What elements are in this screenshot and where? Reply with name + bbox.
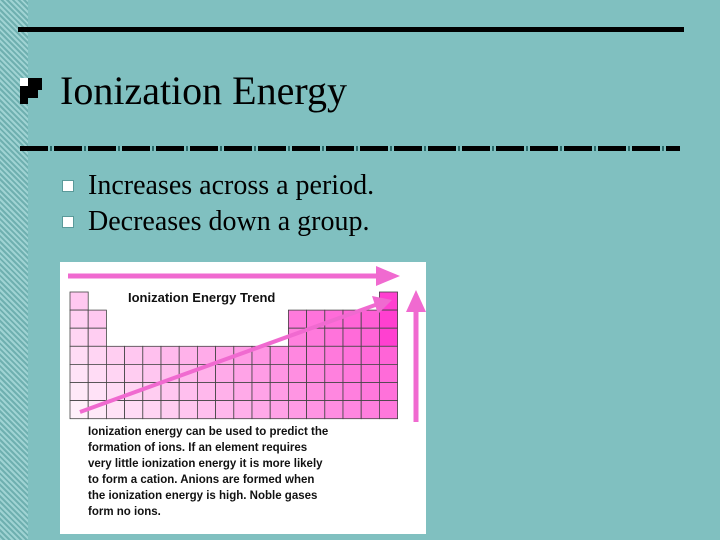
element-cell — [342, 382, 362, 402]
bullet-text: Decreases down a group. — [88, 206, 370, 237]
element-cell — [215, 400, 235, 420]
element-cell — [106, 364, 126, 383]
element-cell — [69, 345, 89, 365]
element-cell — [360, 345, 380, 365]
bullet-item: Increases across a period. — [60, 168, 374, 204]
element-cell — [269, 345, 289, 365]
element-cell — [178, 345, 198, 365]
element-cell — [324, 382, 344, 402]
element-cell — [378, 345, 398, 365]
caption-line: to form a cation. Anions are formed when — [88, 474, 315, 486]
element-cell — [69, 291, 89, 311]
element-cell — [306, 382, 326, 402]
element-cell — [378, 382, 398, 402]
element-cell — [196, 382, 216, 402]
element-cell — [251, 400, 271, 420]
element-cell — [360, 364, 380, 383]
element-cell — [342, 364, 362, 383]
element-cell — [269, 382, 289, 402]
element-cell — [178, 382, 198, 402]
element-cell — [306, 400, 326, 420]
bullet-text: Increases across a period. — [88, 170, 375, 201]
trend-arrowhead-icon — [406, 290, 426, 312]
element-cell — [360, 382, 380, 402]
element-cell — [69, 309, 89, 329]
element-cell — [87, 364, 107, 383]
caption-line: the ionization energy is high. Noble gas… — [88, 490, 318, 502]
element-cell — [69, 327, 89, 347]
element-cell — [360, 400, 380, 420]
element-cell — [233, 364, 253, 383]
element-cell — [342, 327, 362, 347]
element-cell — [378, 400, 398, 420]
trend-arrow-line — [79, 302, 379, 414]
element-cell — [287, 364, 307, 383]
element-cell — [233, 400, 253, 420]
element-cell — [360, 309, 380, 329]
title-bullet-icon — [20, 78, 42, 104]
top-rule — [18, 27, 684, 32]
element-cell — [124, 400, 144, 420]
element-cell — [215, 364, 235, 383]
slide-title: Ionization Energy — [60, 68, 347, 113]
element-cell — [160, 400, 180, 420]
element-cell — [324, 364, 344, 383]
element-cell — [142, 345, 162, 365]
bullet-item: Decreases down a group. — [60, 204, 374, 240]
element-cell — [342, 400, 362, 420]
element-cell — [178, 400, 198, 420]
element-cell — [87, 382, 107, 402]
element-cell — [287, 345, 307, 365]
element-cell — [378, 327, 398, 347]
element-cell — [324, 400, 344, 420]
element-cell — [124, 364, 144, 383]
element-cell — [287, 309, 307, 329]
element-cell — [360, 327, 380, 347]
element-cell — [196, 400, 216, 420]
trend-arrowhead-icon — [372, 296, 392, 314]
figure-title: Ionization Energy Trend — [128, 290, 275, 305]
element-cell — [287, 400, 307, 420]
ionization-trend-figure: Ionization Energy Trend Ionization energ… — [60, 262, 426, 534]
element-cell — [378, 364, 398, 383]
caption-line: form no ions. — [88, 506, 161, 518]
element-cell — [87, 327, 107, 347]
caption-line: very little ionization energy it is more… — [88, 458, 323, 470]
element-cell — [306, 364, 326, 383]
bullet-square-icon — [62, 180, 74, 192]
element-cell — [106, 345, 126, 365]
element-cell — [287, 382, 307, 402]
element-cell — [233, 382, 253, 402]
element-cell — [251, 364, 271, 383]
element-cell — [69, 364, 89, 383]
bullet-list: Increases across a period. Decreases dow… — [60, 168, 374, 240]
element-cell — [142, 400, 162, 420]
element-cell — [215, 382, 235, 402]
element-cell — [342, 345, 362, 365]
element-cell — [87, 345, 107, 365]
element-cell — [378, 309, 398, 329]
element-cell — [87, 309, 107, 329]
element-cell — [324, 327, 344, 347]
caption-line: formation of ions. If an element require… — [88, 442, 308, 454]
figure-caption: Ionization energy can be used to predict… — [88, 424, 388, 520]
element-cell — [69, 382, 89, 402]
element-cell — [251, 382, 271, 402]
element-cell — [160, 382, 180, 402]
element-cell — [142, 364, 162, 383]
element-cell — [124, 345, 144, 365]
title-divider — [20, 146, 680, 151]
element-cell — [269, 400, 289, 420]
element-cell — [269, 364, 289, 383]
trend-arrowhead-icon — [376, 266, 400, 286]
bullet-square-icon — [62, 216, 74, 228]
periodic-table-diagram: Ionization Energy Trend — [68, 266, 426, 422]
element-cell — [324, 345, 344, 365]
caption-line: Ionization energy can be used to predict… — [88, 426, 329, 438]
element-cell — [306, 345, 326, 365]
element-cell — [196, 345, 216, 365]
element-cell — [160, 345, 180, 365]
